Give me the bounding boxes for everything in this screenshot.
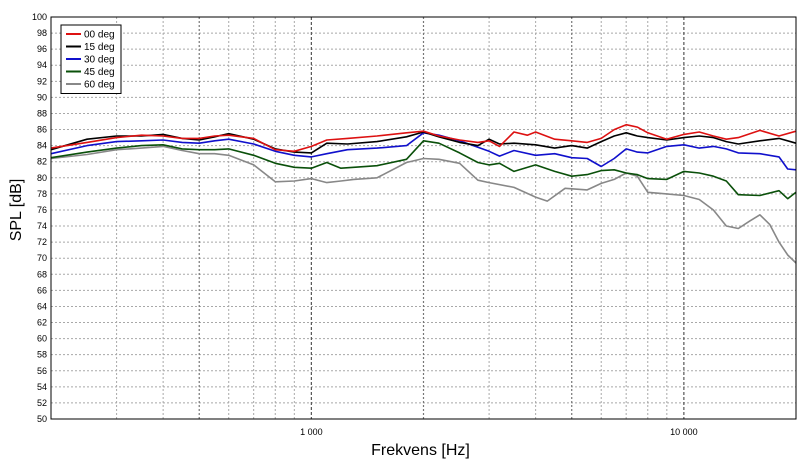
y-tick-label: 58: [37, 350, 47, 360]
y-tick-label: 62: [37, 318, 47, 328]
series-line-60-deg: [50, 145, 797, 264]
y-tick-label: 56: [37, 366, 47, 376]
y-tick-label: 54: [37, 382, 47, 392]
y-tick-label: 94: [37, 60, 47, 70]
y-tick-label: 68: [37, 269, 47, 279]
y-tick-label: 78: [37, 189, 47, 199]
y-tick-label: 96: [37, 44, 47, 54]
x-axis-title: Frekvens [Hz]: [371, 442, 470, 459]
y-tick-label: 50: [37, 414, 47, 424]
y-tick-label: 86: [37, 125, 47, 135]
y-tick-label: 74: [37, 221, 47, 231]
x-tick-label: 10 000: [670, 427, 698, 437]
y-tick-label: 72: [37, 237, 47, 247]
series-line-00-deg: [50, 123, 797, 153]
y-axis-title: SPL [dB]: [8, 179, 25, 242]
plot-frame: [50, 16, 797, 420]
series-line-45-deg: [50, 140, 797, 200]
legend-label: 00 deg: [84, 30, 115, 41]
y-tick-label: 82: [37, 157, 47, 167]
y-tick-labels: 50 52 54 56 58 60 62 64 66 68 70 72 74 76 78 80 82 84 86 88…: [32, 12, 47, 424]
y-tick-label: 88: [37, 108, 47, 118]
y-tick-label: 64: [37, 301, 47, 311]
x-tick-labels: 1 000 10 000: [300, 427, 698, 437]
x-tick-label: 1 000: [300, 427, 323, 437]
y-tick-label: 92: [37, 76, 47, 86]
y-tick-label: 100: [32, 12, 47, 22]
y-tick-label: 90: [37, 92, 47, 102]
legend-label: 45 deg: [84, 67, 115, 78]
series-line-30-deg: [50, 132, 797, 171]
legend-label: 15 deg: [84, 42, 115, 53]
grid: [51, 17, 796, 419]
y-tick-label: 66: [37, 285, 47, 295]
y-tick-label: 60: [37, 334, 47, 344]
legend-label: 60 deg: [84, 80, 115, 91]
legend-label: 30 deg: [84, 55, 115, 66]
y-tick-label: 76: [37, 205, 47, 215]
series-layer: [50, 123, 797, 264]
y-tick-label: 84: [37, 141, 47, 151]
y-tick-label: 52: [37, 398, 47, 408]
y-tick-label: 98: [37, 28, 47, 38]
y-tick-label: 80: [37, 173, 47, 183]
y-tick-label: 70: [37, 253, 47, 263]
